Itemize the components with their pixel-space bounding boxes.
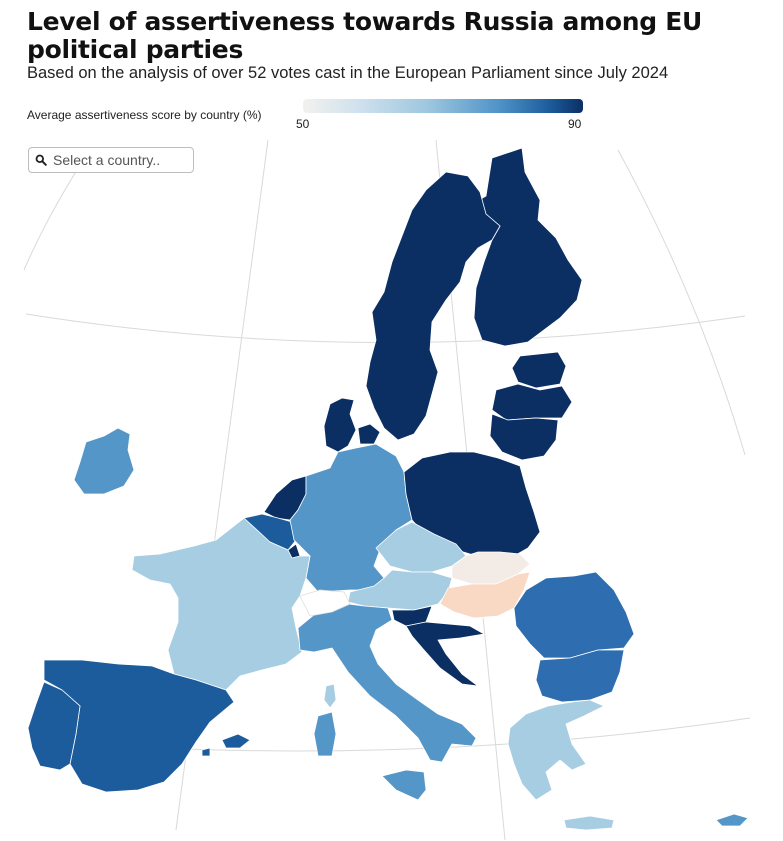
country-hungary[interactable]: [439, 571, 531, 619]
country-ireland[interactable]: [73, 427, 135, 495]
country-latvia[interactable]: [491, 383, 573, 421]
country-switzerland: [299, 589, 351, 617]
legend-color-scale: [303, 99, 583, 113]
country-estonia[interactable]: [511, 351, 567, 389]
legend-title: Average assertiveness score by country (…: [27, 108, 262, 122]
country-sweden[interactable]: [365, 171, 501, 441]
country-germany[interactable]: [289, 443, 413, 593]
map-title: Level of assertiveness towards Russia am…: [27, 7, 702, 64]
country-greece-crete[interactable]: [563, 815, 615, 831]
europe-map: [23, 139, 751, 841]
country-greece[interactable]: [507, 699, 605, 801]
country-finland[interactable]: [471, 147, 583, 347]
country-cyprus[interactable]: [715, 813, 749, 827]
country-luxembourg[interactable]: [287, 543, 301, 559]
country-search[interactable]: [28, 147, 194, 173]
country-romania[interactable]: [513, 571, 635, 659]
countries: [27, 147, 749, 831]
legend-min-label: 50: [296, 117, 310, 131]
legend-max-label: 90: [568, 117, 582, 131]
country-lithuania[interactable]: [489, 413, 559, 461]
country-france-corsica[interactable]: [323, 683, 337, 709]
country-denmark[interactable]: [323, 397, 381, 453]
country-italy[interactable]: [297, 603, 477, 763]
country-croatia[interactable]: [405, 621, 485, 687]
map-subtitle: Based on the analysis of over 52 votes c…: [27, 64, 669, 82]
country-italy-sicily[interactable]: [381, 769, 427, 801]
search-input[interactable]: [53, 152, 183, 168]
country-italy-sardinia[interactable]: [313, 711, 337, 757]
country-portugal[interactable]: [27, 681, 81, 771]
country-bulgaria[interactable]: [535, 649, 625, 703]
country-spain-balearic[interactable]: [201, 733, 251, 757]
search-icon: [35, 154, 47, 166]
